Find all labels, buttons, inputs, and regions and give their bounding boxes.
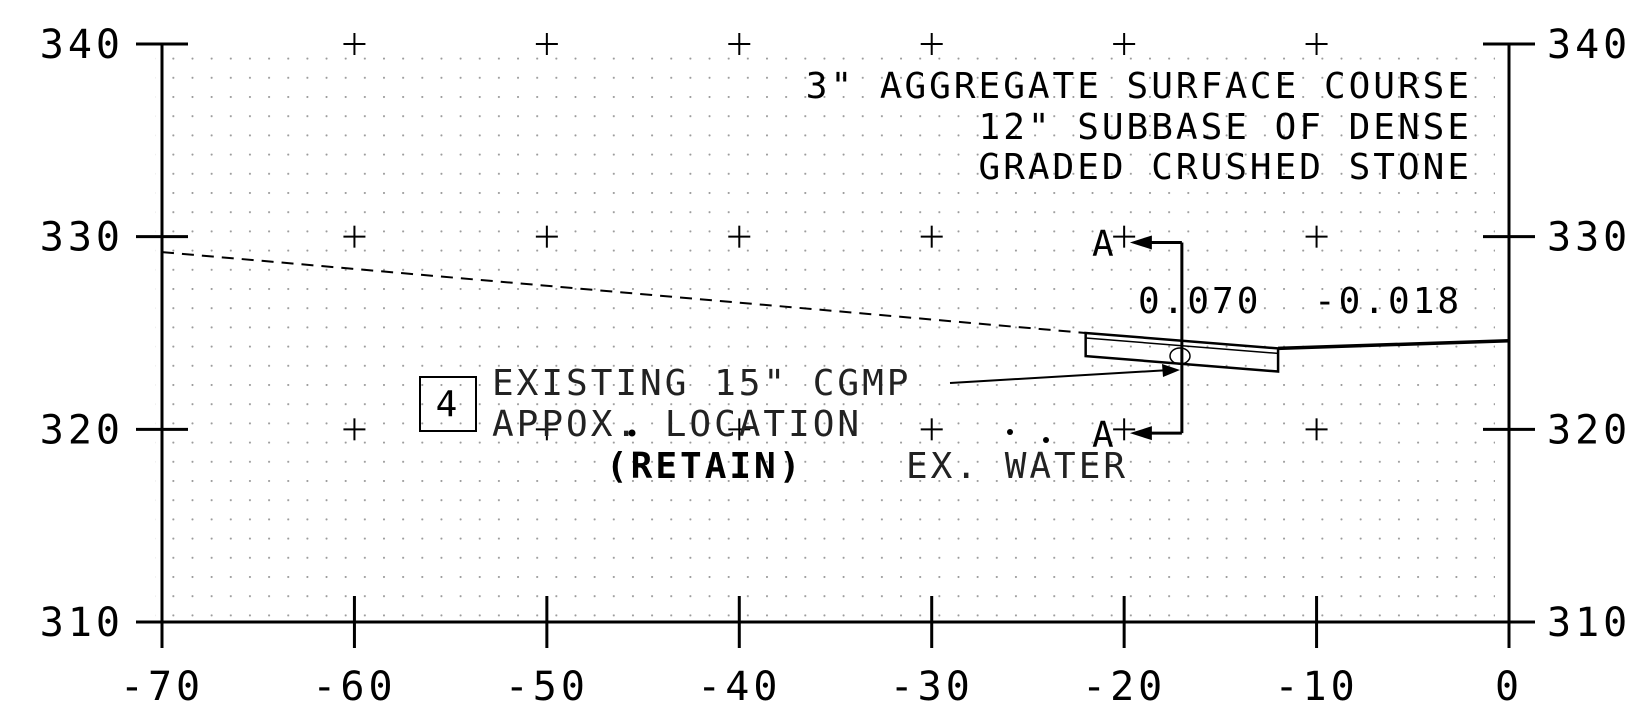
- water-line-dot: [1043, 437, 1049, 443]
- pavement-note-line-3: GRADED CRUSHED STONE: [979, 147, 1472, 188]
- water-line-dot: [1007, 429, 1013, 435]
- x-tick-label: -40: [697, 664, 781, 710]
- note-number-box: [419, 376, 477, 432]
- pipe-note-leader: [949, 369, 1171, 384]
- pipe-note-line-2: APPOX. LOCATION: [492, 404, 862, 445]
- pavement-section: [1084, 331, 1280, 373]
- y-tick-label-right: 340: [1547, 22, 1631, 68]
- section-label-top: A: [1092, 224, 1117, 265]
- note-number: 4: [436, 384, 461, 425]
- retain-dot: [628, 429, 636, 437]
- slope-label-right: -0.018: [1314, 281, 1462, 322]
- x-tick-label: -20: [1082, 664, 1166, 710]
- plot-frame: [160, 44, 1511, 624]
- y-axis-ticks: 340 340 330 330 320 320 310 310: [40, 22, 1631, 646]
- x-tick-label: 0: [1495, 664, 1523, 710]
- x-tick-label: -70: [120, 664, 204, 710]
- pavement-note-line-1: 3" AGGREGATE SURFACE COURSE: [806, 66, 1472, 107]
- y-tick-label-right: 310: [1547, 600, 1631, 646]
- y-tick-label-right: 330: [1547, 215, 1631, 261]
- y-tick-label-left: 310: [40, 600, 124, 646]
- y-tick-label-right: 320: [1547, 407, 1631, 453]
- retain-label: (RETAIN): [606, 446, 803, 487]
- section-arrowhead-top: [1129, 235, 1152, 250]
- y-tick-label-left: 340: [40, 22, 124, 68]
- x-tick-label: -50: [505, 664, 589, 710]
- slope-label-left: 0.070: [1138, 281, 1261, 322]
- y-tick-label-left: 330: [40, 215, 124, 261]
- water-label: EX. WATER: [906, 446, 1128, 487]
- grid-crosses: [343, 33, 1328, 441]
- y-tick-label-left: 320: [40, 407, 124, 453]
- pipe-note-leader-arrowhead: [1162, 364, 1180, 377]
- pavement-note-line-2: 12" SUBBASE OF DENSE: [979, 107, 1472, 148]
- x-axis-ticks: -70 -60 -50 -40 -30 -20 -10 0: [120, 596, 1523, 710]
- proposed-surface-line: [1278, 338, 1510, 351]
- x-tick-label: -30: [890, 664, 974, 710]
- x-tick-label: -10: [1274, 664, 1358, 710]
- section-label-bottom: A: [1092, 415, 1117, 456]
- section-arrowhead-bottom: [1129, 426, 1152, 441]
- grid-area: [155, 44, 1495, 620]
- pipe-note-line-1: EXISTING 15" CGMP: [492, 363, 911, 404]
- section-geometry: [161, 235, 1510, 441]
- existing-ground-line: [161, 251, 1086, 334]
- x-tick-label: -60: [312, 664, 396, 710]
- pipe-symbol: [1169, 347, 1191, 365]
